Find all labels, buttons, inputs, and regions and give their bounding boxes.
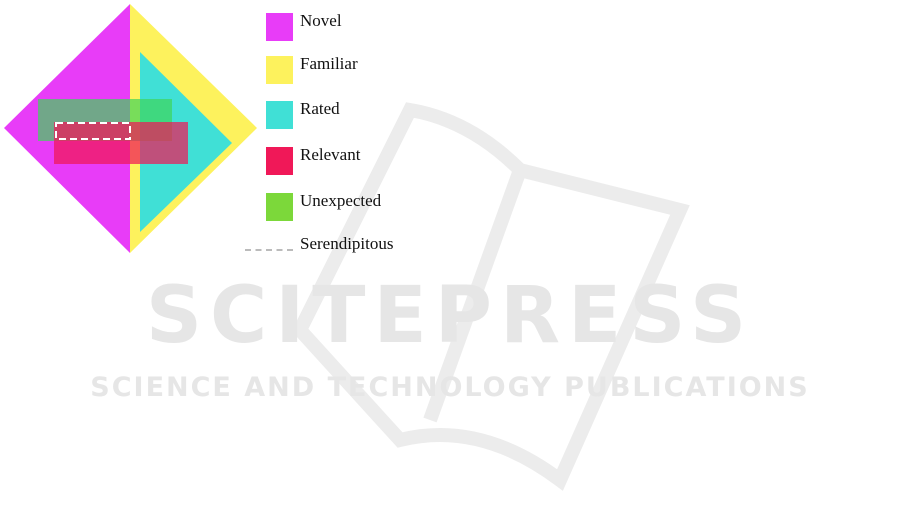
legend-label: Relevant (300, 145, 361, 164)
legend-item-unexpected: Unexpected (266, 191, 381, 221)
legend-label: Novel (300, 11, 342, 30)
legend-swatch (266, 56, 293, 84)
legend-label: Unexpected (300, 191, 382, 210)
book-icon (291, 102, 690, 491)
legend-item-serendipitous: Serendipitous (245, 234, 394, 264)
watermark-title: SCITEPRESS (146, 271, 754, 361)
serendipitous-region (55, 122, 131, 140)
legend-label: Serendipitous (300, 234, 394, 253)
legend-swatch (266, 101, 293, 129)
legend-item-rated: Rated (266, 99, 340, 129)
legend-dashed-line (245, 249, 293, 251)
legend-swatch (266, 147, 293, 175)
watermark-subtitle: SCIENCE AND TECHNOLOGY PUBLICATIONS (90, 372, 809, 403)
legend-label: Familiar (300, 54, 358, 73)
legend-swatch (266, 193, 293, 221)
legend-item-relevant: Relevant (266, 145, 360, 175)
legend-item-novel: Novel (266, 11, 342, 41)
legend-item-familiar: Familiar (266, 54, 358, 84)
relevant-region (54, 122, 188, 164)
diagram (4, 4, 257, 253)
legend-label: Rated (300, 99, 340, 118)
legend-swatch (266, 13, 293, 41)
